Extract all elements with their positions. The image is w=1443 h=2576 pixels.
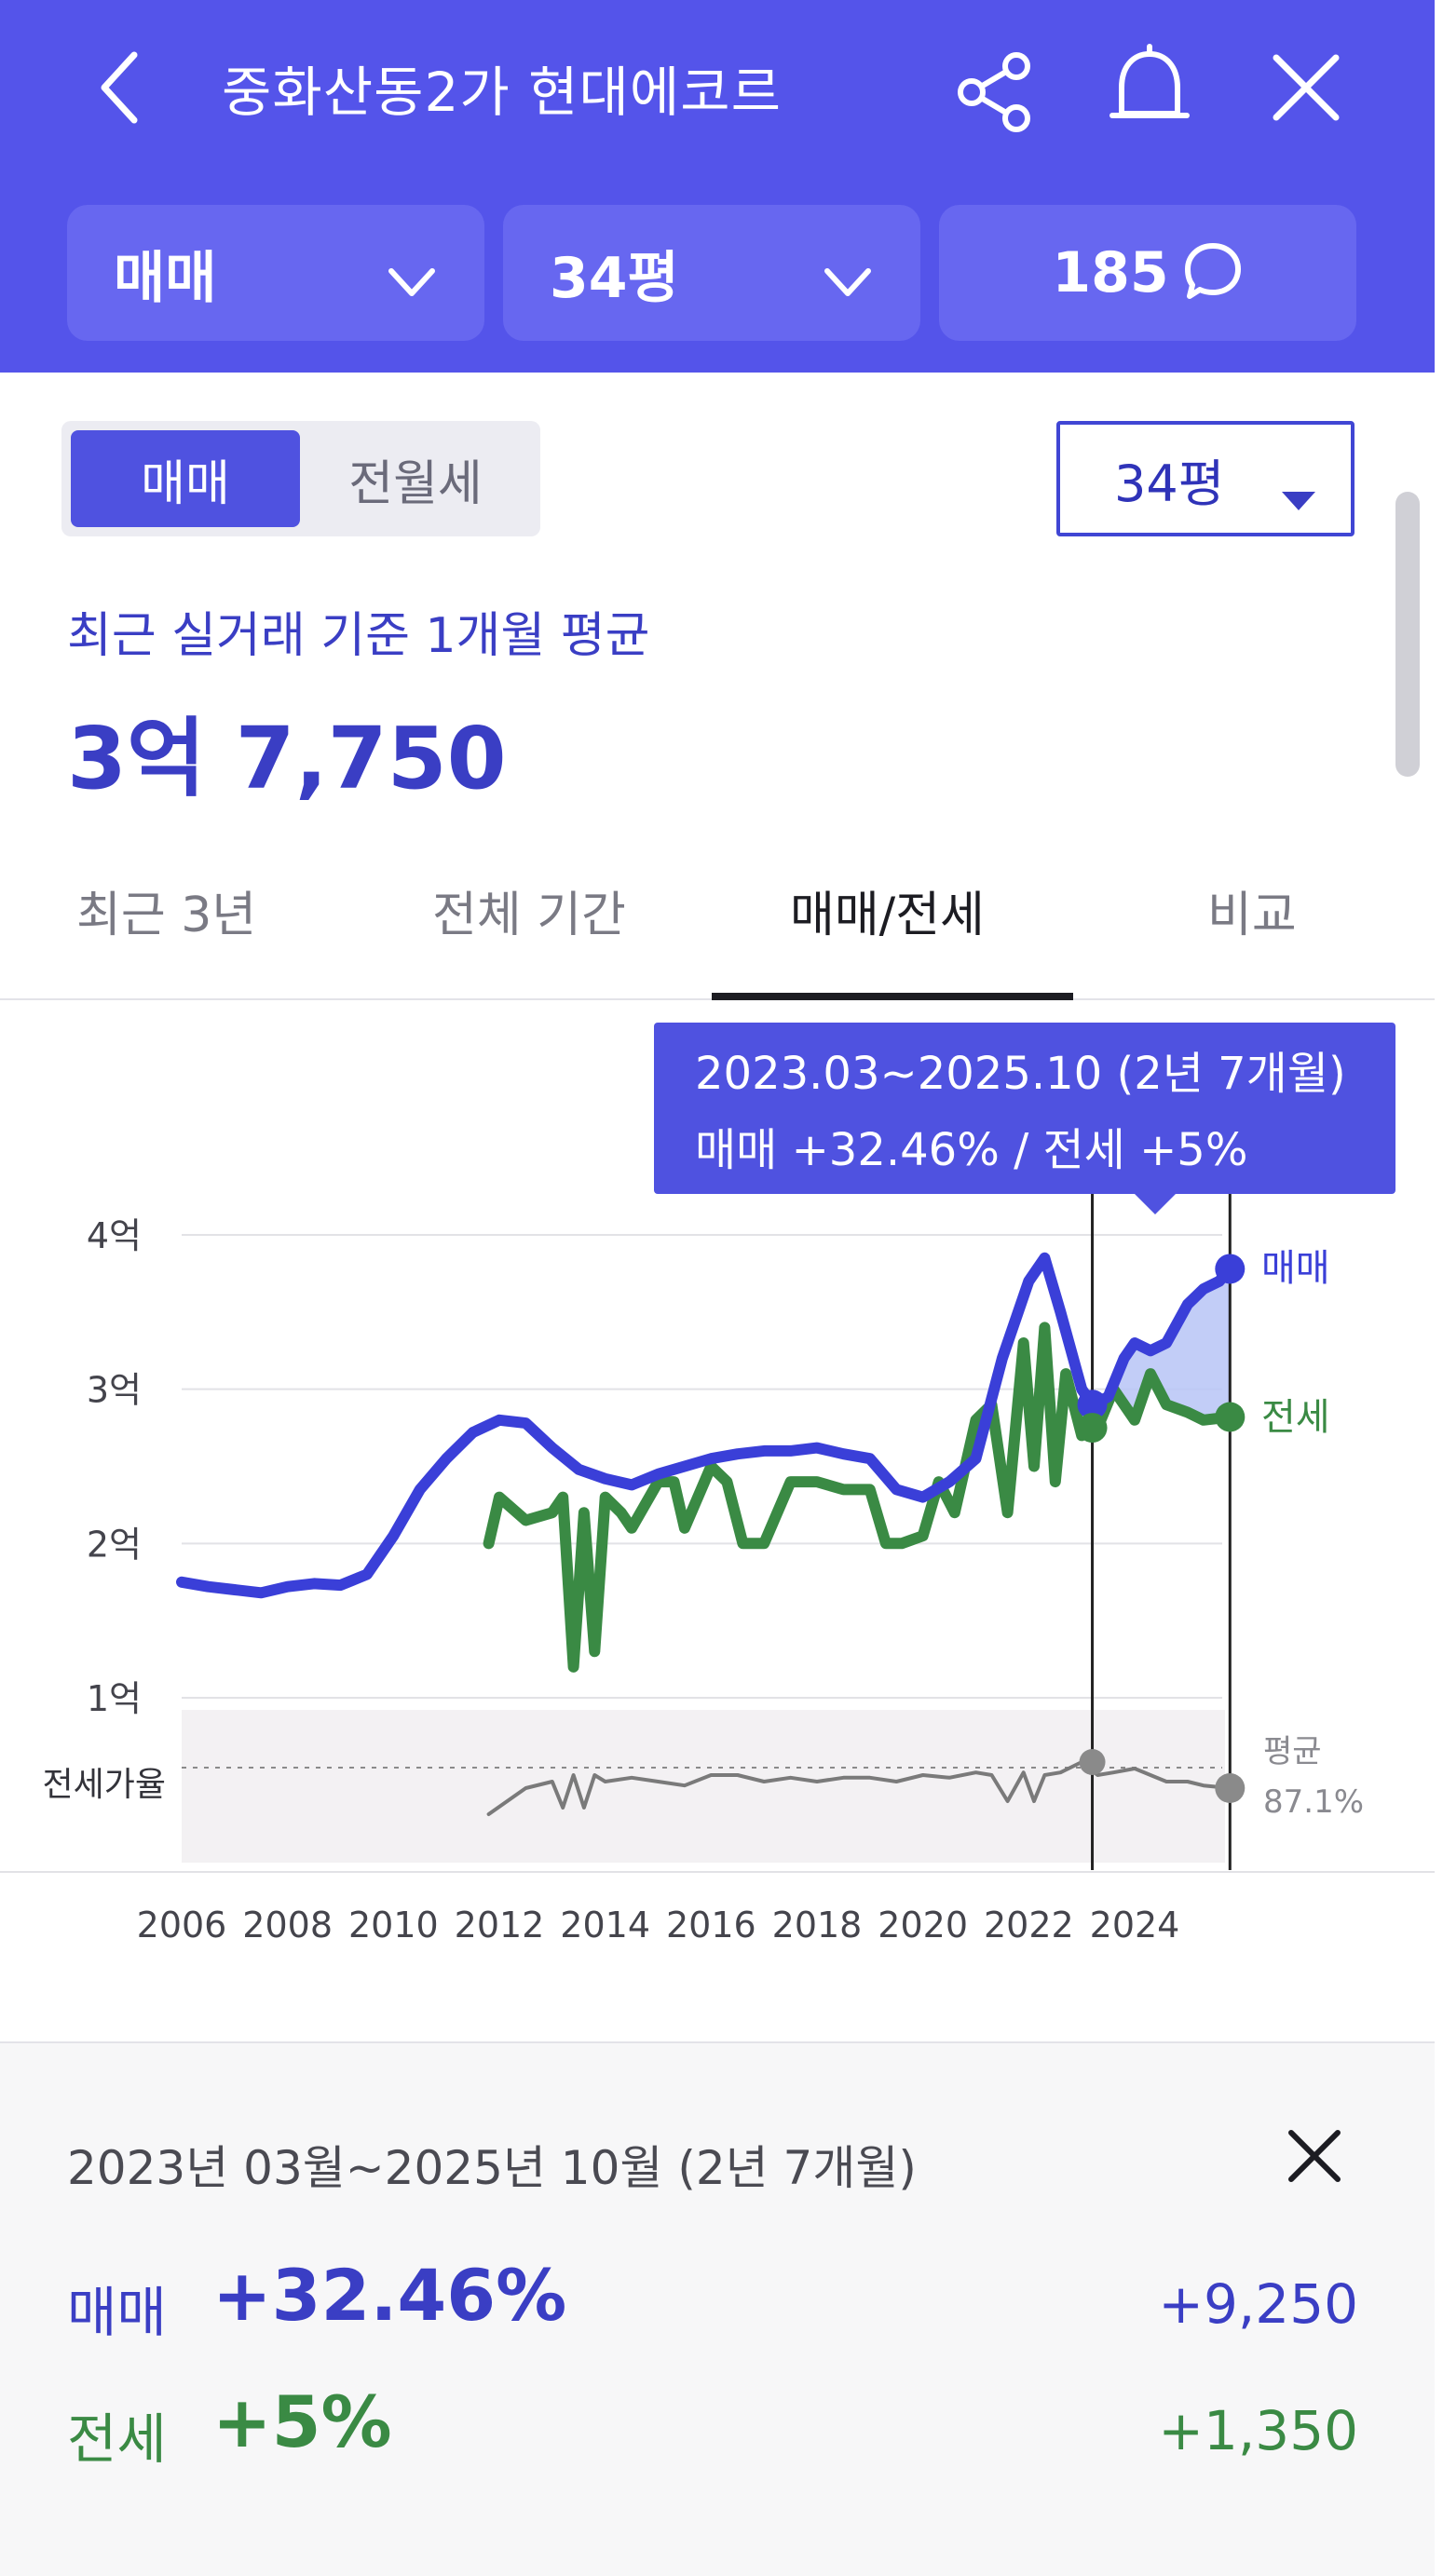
scrollbar[interactable] [1395, 492, 1420, 777]
tab-recent-3y[interactable]: 최근 3년 [76, 888, 257, 943]
x-tick-label: 2020 [878, 1905, 968, 1946]
comment-count: 185 [1052, 240, 1169, 305]
jeonse-row-amount: +1,350 [1158, 2399, 1358, 2462]
jeonse-series-label: 전세 [1261, 1396, 1330, 1439]
chevron-down-icon [386, 250, 438, 315]
x-tick-label: 2014 [560, 1905, 650, 1946]
segment-rent[interactable]: 전월세 [348, 455, 483, 512]
segment-sale[interactable]: 매매 [71, 430, 300, 527]
size-label: 34평 [550, 245, 679, 311]
tooltip-period: 2023.03~2025.10 (2년 7개월) [695, 1048, 1346, 1100]
x-tick-label: 2012 [455, 1905, 545, 1946]
panel-divider [0, 2041, 1435, 2043]
app-header: 중화산동2가 현대에코르 매매 34평 [0, 0, 1435, 373]
ratio-start-point [1079, 1749, 1106, 1775]
series-line-sale [176, 1252, 1236, 1599]
size-select-value: 34평 [1114, 454, 1225, 513]
jeonse-start-point [1077, 1413, 1108, 1444]
tab-compare[interactable]: 비교 [1207, 888, 1297, 943]
back-icon[interactable] [89, 43, 153, 132]
sale-row-pct: +32.46% [212, 2254, 567, 2337]
trade-type-dropdown[interactable]: 매매 [67, 205, 484, 341]
y-tick-label: 2억 [87, 1524, 142, 1565]
y-tick-label: 4억 [87, 1215, 142, 1256]
comment-icon [1182, 240, 1244, 316]
ratio-label: 전세가율 [43, 1766, 166, 1804]
sale-end-point [1215, 1254, 1246, 1284]
size-dropdown[interactable]: 34평 [503, 205, 920, 341]
comments-button[interactable]: 185 [939, 205, 1356, 341]
jeonse-row-label: 전세 [67, 2407, 167, 2471]
ratio-end-point [1215, 1773, 1246, 1803]
tab-sale-jeonse[interactable]: 매매/전세 [790, 888, 985, 943]
ratio-band [182, 1710, 1225, 1863]
caret-down-icon [1280, 466, 1317, 524]
close-icon[interactable] [1284, 2125, 1345, 2190]
page-title: 중화산동2가 현대에코르 [222, 61, 782, 124]
jeonse-end-point [1215, 1402, 1246, 1432]
sale-row-amount: +9,250 [1158, 2272, 1358, 2336]
bell-icon[interactable] [1105, 41, 1194, 134]
tooltip-arrow [1135, 1194, 1176, 1214]
close-icon[interactable] [1265, 47, 1347, 129]
recent-average-price: 3억 7,750 [67, 709, 507, 808]
recent-average-label: 최근 실거래 기준 1개월 평균 [67, 608, 650, 664]
sale-row-label: 매매 [67, 2281, 167, 2344]
chevron-down-icon [822, 250, 874, 315]
y-tick-label: 1억 [87, 1678, 142, 1719]
tooltip-change: 매매 +32.46% / 전세 +5% [695, 1124, 1248, 1176]
size-select[interactable]: 34평 [1056, 421, 1355, 536]
share-icon[interactable] [950, 47, 1040, 136]
tab-all-period[interactable]: 전체 기간 [432, 888, 626, 943]
x-tick-label: 2018 [772, 1905, 863, 1946]
x-tick-label: 2024 [1090, 1905, 1180, 1946]
period-summary-panel [0, 2043, 1435, 2576]
trade-segment-control: 매매 전월세 [61, 421, 540, 536]
period-tooltip: 2023.03~2025.10 (2년 7개월) 매매 +32.46% / 전세… [654, 1023, 1395, 1194]
y-tick-label: 3억 [87, 1370, 142, 1411]
series-line-ratio [486, 1760, 1232, 1816]
ratio-average-label: 평균 [1263, 1733, 1322, 1770]
sale-start-point [1077, 1390, 1108, 1420]
trade-type-label: 매매 [114, 245, 217, 311]
x-tick-label: 2008 [242, 1905, 333, 1946]
jeonse-row-pct: +5% [212, 2380, 392, 2463]
ratio-average-value: 87.1% [1263, 1783, 1364, 1821]
x-tick-label: 2010 [348, 1905, 439, 1946]
period-range: 2023년 03월~2025년 10월 (2년 7개월) [67, 2141, 917, 2195]
x-tick-label: 2022 [984, 1905, 1074, 1946]
active-tab-indicator [712, 993, 1073, 1000]
sale-series-label: 매매 [1261, 1247, 1330, 1290]
x-tick-label: 2016 [666, 1905, 756, 1946]
x-tick-label: 2006 [137, 1905, 227, 1946]
